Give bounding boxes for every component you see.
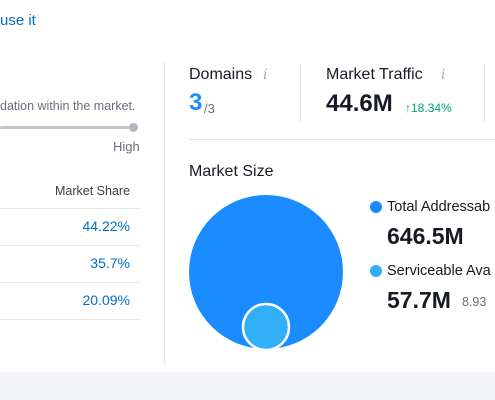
tam-value: 646.5M (387, 223, 464, 249)
market-share-value: 20.09% (82, 292, 130, 308)
sam-percent: 8.93 (462, 295, 487, 309)
market-share-column-header[interactable]: Market Share (55, 184, 131, 198)
info-icon[interactable]: i (441, 67, 446, 83)
traffic-growth-value: 18.34% (411, 101, 452, 115)
panel-divider (164, 62, 165, 365)
row-divider (0, 282, 140, 283)
domains-value[interactable]: 3 (189, 89, 203, 116)
sam-circle (241, 302, 291, 352)
market-traffic-value: 44.6M (326, 90, 393, 117)
market-overview-card: dation within the market. High Market Sh… (0, 42, 495, 372)
market-share-value: 44.22% (82, 218, 130, 234)
sam-label: Serviceable Ava (387, 263, 491, 279)
traffic-growth: ↑18.34% (405, 101, 452, 115)
row-divider (0, 319, 140, 320)
slider-high-label: High (113, 139, 140, 154)
market-traffic-label: Market Traffic (326, 66, 423, 83)
how-to-use-link[interactable]: use it (0, 12, 36, 29)
sam-legend-dot (370, 265, 382, 277)
metric-divider (300, 64, 301, 122)
section-divider (189, 139, 495, 140)
arrow-up-icon: ↑ (405, 101, 411, 115)
table-header-divider (0, 208, 140, 209)
row-divider (0, 245, 140, 246)
domains-label: Domains (189, 66, 253, 83)
tam-legend-dot (370, 201, 382, 213)
slider-handle[interactable] (129, 123, 138, 132)
panel-description: dation within the market. (0, 99, 136, 113)
slider-track[interactable] (0, 126, 133, 129)
tam-label: Total Addressab (387, 199, 491, 215)
tam-circle (189, 195, 343, 349)
metric-divider (484, 64, 485, 122)
market-size-chart (189, 195, 343, 352)
top-bar: use it (0, 0, 495, 43)
market-size-title: Market Size (189, 163, 274, 180)
info-icon[interactable]: i (263, 67, 268, 83)
domains-total: /3 (204, 101, 215, 116)
sam-value: 57.7M (387, 287, 451, 313)
market-share-value: 35.7% (90, 255, 130, 271)
